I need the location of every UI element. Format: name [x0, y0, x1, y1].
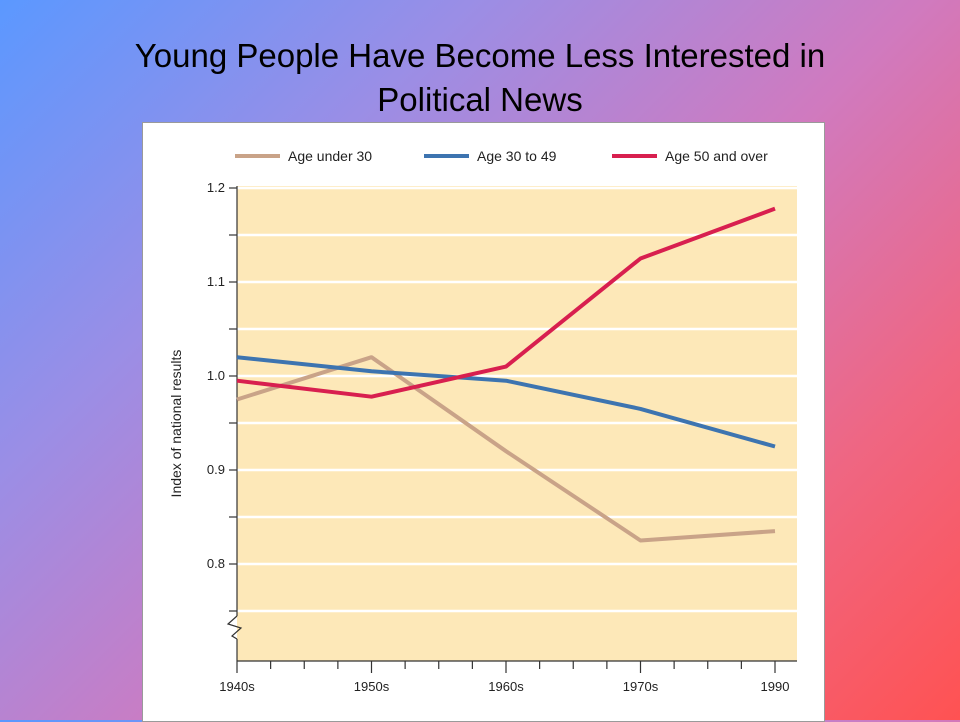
line-chart: 0.8 0.9 1.0 1.1 1.2 Index of national results… [168, 148, 797, 694]
y-tick-label: 1.1 [207, 274, 225, 289]
y-tick-label: 0.9 [207, 462, 225, 477]
slide-title: Young People Have Become Less Interested… [0, 34, 960, 122]
slide-title-line-2: Political News [377, 81, 583, 118]
y-tick-label: 1.0 [207, 368, 225, 383]
series-line-1 [236, 355, 776, 543]
slide-title-line-1: Young People Have Become Less Interested… [134, 37, 826, 74]
y-axis-break [226, 615, 243, 640]
legend-label-2: Age 30 to 49 [477, 148, 557, 164]
legend-label-3: Age 50 and over [665, 148, 768, 164]
x-tick-label: 1960s [488, 679, 524, 694]
x-tick-label: 1950s [354, 679, 390, 694]
legend-label-1: Age under 30 [288, 148, 372, 164]
y-axis-label: Index of national results [168, 350, 184, 498]
x-tick-label: 1940s [219, 679, 255, 694]
series-line-3 [236, 206, 776, 399]
x-tick-label: 1990 [761, 679, 790, 694]
x-tick-label: 1970s [623, 679, 659, 694]
y-tick-label: 0.8 [207, 556, 225, 571]
chart-panel: 0.8 0.9 1.0 1.1 1.2 Index of national results… [142, 122, 825, 722]
series-line-2 [236, 355, 776, 449]
y-tick-label: 1.2 [207, 180, 225, 195]
